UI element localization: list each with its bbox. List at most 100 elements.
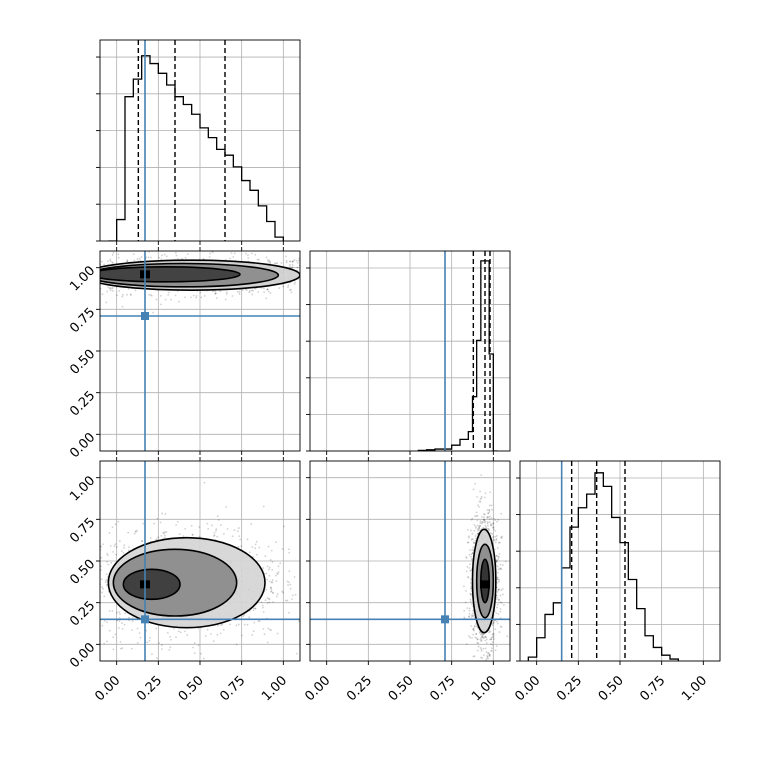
sample-point	[494, 541, 497, 544]
sample-point	[496, 547, 499, 549]
sample-point	[222, 533, 225, 535]
sample-point	[262, 627, 265, 630]
sample-point	[195, 296, 197, 299]
sample-point	[70, 562, 72, 564]
sample-point	[266, 578, 269, 581]
sample-point	[303, 265, 305, 267]
sample-point	[271, 591, 274, 594]
x-tick-label: 0.75	[427, 673, 458, 704]
sample-point	[200, 296, 203, 299]
sample-point	[490, 532, 492, 535]
sample-point	[472, 546, 475, 549]
sample-point	[285, 255, 287, 258]
sample-point	[482, 526, 485, 529]
sample-point	[292, 260, 294, 263]
sample-point	[132, 253, 135, 256]
sample-point	[488, 508, 491, 511]
sample-point	[265, 297, 268, 300]
sample-point	[219, 524, 222, 526]
sample-point	[212, 290, 214, 293]
sample-point	[193, 652, 196, 655]
sample-point	[179, 631, 182, 634]
sample-point	[176, 520, 179, 523]
sample-point	[134, 530, 137, 533]
sample-point	[488, 653, 491, 656]
sample-point	[95, 287, 97, 289]
sample-point	[119, 640, 122, 643]
sample-point	[191, 534, 194, 536]
sample-point	[340, 265, 342, 267]
sample-point	[170, 638, 172, 641]
sample-point	[109, 287, 111, 290]
sample-point	[475, 511, 478, 514]
sample-point	[281, 547, 284, 550]
sample-point	[262, 567, 264, 569]
sample-point	[41, 279, 43, 281]
sample-point	[502, 677, 504, 679]
sample-point	[73, 262, 75, 264]
sample-point	[472, 627, 475, 630]
x-tick-label: 0.00	[302, 673, 333, 704]
sample-point	[471, 532, 474, 535]
sample-point	[74, 272, 76, 274]
sample-point	[321, 611, 323, 613]
sample-point	[242, 615, 245, 618]
sample-point	[468, 615, 470, 618]
sample-point	[277, 573, 279, 575]
sample-point	[477, 642, 480, 645]
y-tick-label: 1.00	[67, 263, 98, 294]
sample-point	[160, 303, 162, 306]
sample-point	[469, 636, 471, 639]
sample-point	[470, 586, 472, 588]
sample-point	[131, 620, 134, 623]
sample-point	[471, 603, 473, 606]
sample-point	[30, 277, 32, 279]
sample-point	[471, 517, 474, 520]
sample-point	[126, 260, 129, 263]
sample-point	[63, 288, 65, 290]
sample-point	[106, 290, 109, 293]
sample-point	[476, 638, 479, 641]
sample-point	[303, 284, 305, 286]
sample-point	[277, 565, 280, 568]
sample-point	[261, 604, 264, 607]
truth-marker	[141, 615, 149, 624]
sample-point	[258, 546, 261, 549]
sample-point	[84, 261, 86, 263]
sample-point	[216, 633, 219, 636]
sample-point	[120, 647, 122, 650]
sample-point	[162, 531, 164, 534]
sample-point	[101, 624, 104, 627]
sample-point	[106, 554, 109, 557]
sample-point	[39, 298, 41, 300]
sample-point	[472, 541, 475, 544]
sample-point	[105, 579, 108, 581]
sample-point	[166, 631, 169, 634]
sample-point	[226, 528, 229, 530]
sample-point	[287, 581, 290, 584]
sample-point	[472, 488, 475, 491]
sample-point	[318, 272, 320, 274]
sample-point	[483, 518, 486, 521]
sample-point	[258, 258, 260, 261]
sample-point	[197, 627, 200, 630]
sample-point	[481, 634, 484, 637]
sample-point	[254, 543, 257, 546]
sample-point	[186, 634, 189, 636]
sample-point	[496, 578, 499, 581]
sample-point	[158, 256, 161, 259]
sample-point	[324, 271, 326, 273]
sample-point	[303, 265, 305, 267]
sample-point	[111, 289, 114, 292]
truth-marker	[141, 312, 149, 320]
sample-point	[100, 568, 102, 571]
sample-point	[318, 283, 320, 285]
sample-point	[116, 294, 118, 297]
sample-point	[497, 578, 500, 581]
sample-point	[499, 567, 502, 570]
sample-point	[252, 609, 255, 612]
sample-point	[266, 288, 268, 291]
sample-point	[269, 261, 272, 263]
sample-point	[497, 541, 500, 544]
sample-point	[295, 259, 298, 262]
